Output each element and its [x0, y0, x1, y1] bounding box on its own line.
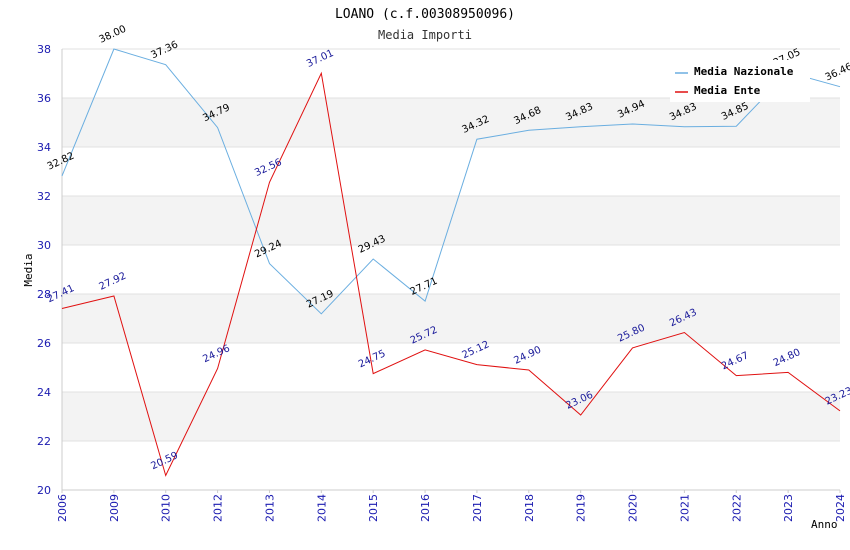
chart-title: LOANO (c.f.00308950096)	[335, 7, 515, 22]
legend-label-ente: Media Ente	[694, 84, 761, 97]
data-label-ente: 24.96	[201, 343, 232, 365]
legend-box	[670, 60, 810, 102]
x-tick-label: 2022	[730, 494, 743, 522]
legend-label-nazionale: Media Nazionale	[694, 65, 794, 78]
y-tick-label: 26	[37, 337, 51, 350]
y-tick-label: 34	[37, 141, 51, 154]
x-tick-label: 2006	[56, 494, 69, 522]
series-line-media-ente	[61, 71, 841, 477]
data-label-ente: 27.92	[97, 271, 128, 293]
x-tick-label: 2018	[523, 494, 536, 522]
x-axis-label: Anno	[811, 518, 838, 531]
data-label-ente: 24.90	[512, 345, 543, 367]
data-label-ente: 24.80	[772, 347, 803, 369]
x-tick-label: 2019	[575, 494, 588, 522]
y-tick-label: 22	[37, 435, 51, 448]
y-tick-label: 20	[37, 484, 51, 497]
x-tick-label: 2009	[108, 494, 121, 522]
data-label-nazionale: 36.46	[824, 61, 850, 83]
data-label-nazionale: 37.36	[149, 39, 180, 61]
band	[62, 294, 840, 343]
data-label-ente: 20.59	[149, 450, 180, 472]
series-lines	[61, 48, 841, 477]
x-tick-label: 2020	[627, 494, 640, 522]
x-tick-label: 2014	[315, 494, 328, 522]
x-tick-label: 2017	[471, 494, 484, 522]
data-label-ente: 37.01	[305, 48, 336, 70]
gridlines	[62, 48, 840, 491]
y-ticks: 20 22 24 26 28 30 32 34 36 38	[37, 43, 51, 497]
band	[62, 392, 840, 441]
x-tick-label: 2012	[212, 494, 225, 522]
x-tick-label: 2013	[263, 494, 276, 522]
series-line-media-nazionale	[61, 48, 841, 315]
chart-subtitle: Media Importi	[378, 28, 472, 42]
x-tick-label: 2016	[419, 494, 432, 522]
band	[62, 98, 840, 147]
data-label-nazionale: 38.00	[97, 24, 128, 46]
x-tick-label: 2024	[834, 494, 847, 522]
y-tick-label: 30	[37, 239, 51, 252]
data-label-ente: 32.56	[253, 157, 284, 179]
x-tick-label: 2015	[367, 494, 380, 522]
x-ticks: 2006 2009 2010 2012 2013 2014 2015 2016 2017 2018…	[56, 490, 847, 522]
x-tick-label: 2010	[160, 494, 173, 522]
background-bands	[62, 98, 840, 441]
legend: Media Nazionale Media Ente	[670, 60, 810, 102]
x-tick-label: 2023	[782, 494, 795, 522]
x-tick-label: 2021	[678, 494, 691, 522]
y-axis-label: Media	[22, 253, 35, 286]
y-tick-label: 32	[37, 190, 51, 203]
axes	[61, 49, 840, 491]
y-tick-label: 38	[37, 43, 51, 56]
data-label-ente: 24.67	[720, 350, 751, 372]
y-tick-label: 24	[37, 386, 51, 399]
y-tick-label: 28	[37, 288, 51, 301]
y-tick-label: 36	[37, 92, 51, 105]
